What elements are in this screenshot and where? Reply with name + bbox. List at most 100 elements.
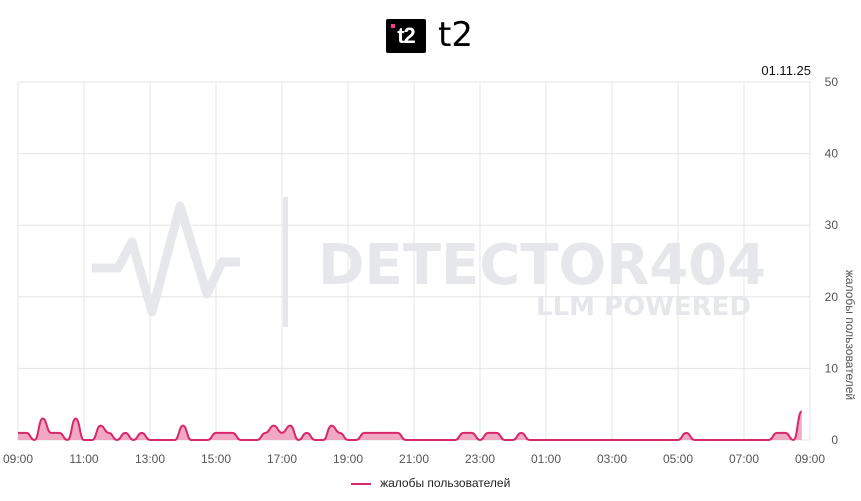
- data-point: [445, 438, 449, 442]
- x-tick-label: 07:00: [729, 452, 759, 466]
- watermark-subtitle: LLM POWERED: [536, 292, 751, 322]
- y-tick-label: 40: [825, 147, 839, 161]
- data-point: [734, 438, 738, 442]
- data-point: [313, 438, 317, 442]
- data-point: [247, 438, 251, 442]
- data-point: [783, 431, 787, 435]
- data-point: [775, 431, 779, 435]
- data-point: [107, 431, 111, 435]
- series-line: [18, 410, 803, 442]
- logo-mark: t2: [397, 23, 416, 48]
- data-point: [635, 438, 639, 442]
- watermark-title: DETECTOR404: [318, 233, 766, 298]
- data-point: [800, 409, 804, 413]
- data-point: [123, 431, 127, 435]
- x-tick-label: 09:00: [3, 452, 33, 466]
- data-point: [750, 438, 754, 442]
- watermark-divider: [283, 197, 288, 327]
- y-tick-label: 30: [825, 218, 839, 232]
- data-point: [437, 438, 441, 442]
- y-tick-label: 0: [831, 433, 838, 447]
- data-point: [742, 438, 746, 442]
- data-point: [693, 438, 697, 442]
- y-tick-label: 10: [825, 361, 839, 375]
- data-point: [74, 417, 78, 421]
- data-point: [156, 438, 160, 442]
- data-point: [511, 438, 515, 442]
- data-point: [429, 438, 433, 442]
- chart-date: 01.11.25: [761, 63, 811, 78]
- data-point: [660, 438, 664, 442]
- legend-swatch: [350, 482, 371, 485]
- data-point: [214, 431, 218, 435]
- data-point: [602, 438, 606, 442]
- y-tick-label: 20: [825, 290, 839, 304]
- data-point: [115, 438, 119, 442]
- x-tick-label: 11:00: [69, 452, 98, 466]
- data-point: [33, 438, 37, 442]
- data-point: [478, 438, 482, 442]
- x-tick-label: 09:00: [795, 452, 825, 466]
- data-point: [231, 431, 235, 435]
- data-point: [280, 431, 284, 435]
- data-point: [321, 438, 325, 442]
- data-point: [396, 431, 400, 435]
- data-point: [338, 431, 342, 435]
- data-point: [668, 438, 672, 442]
- data-point: [132, 438, 136, 442]
- data-point: [354, 438, 358, 442]
- data-point: [470, 431, 474, 435]
- data-point: [544, 438, 548, 442]
- data-point: [24, 431, 28, 435]
- data-point: [82, 438, 86, 442]
- data-point: [288, 424, 292, 428]
- data-point: [387, 431, 391, 435]
- data-point: [165, 438, 169, 442]
- data-point: [264, 431, 268, 435]
- data-point: [519, 431, 523, 435]
- x-tick-label: 17:00: [267, 452, 297, 466]
- data-point: [726, 438, 730, 442]
- series-area: [18, 411, 802, 440]
- data-point: [453, 438, 457, 442]
- detector404-watermark: DETECTOR404 LLM POWERED: [92, 197, 766, 327]
- data-point: [330, 424, 334, 428]
- header: t2 t2 01.11.25: [0, 0, 861, 78]
- x-tick-label: 13:00: [135, 452, 165, 466]
- data-point: [371, 431, 375, 435]
- data-point: [206, 438, 210, 442]
- data-point: [528, 438, 532, 442]
- x-tick-label: 21:00: [399, 452, 429, 466]
- y-tick-labels: 0 10 20 30 40 50: [825, 75, 839, 447]
- data-point: [486, 431, 490, 435]
- complaints-chart: DETECTOR404 LLM POWERED 09:00 11:00 13:00 1…: [3, 75, 857, 466]
- data-point: [255, 438, 259, 442]
- x-tick-label: 23:00: [465, 452, 495, 466]
- data-point: [57, 431, 61, 435]
- x-tick-labels: 09:00 11:00 13:00 15:00 17:00 19:00 21:00 23:00…: [3, 452, 825, 466]
- data-point: [684, 431, 688, 435]
- data-point: [462, 431, 466, 435]
- data-point: [594, 438, 598, 442]
- data-point: [66, 438, 70, 442]
- legend[interactable]: жалобы пользователей: [0, 476, 861, 490]
- x-tick-label: 01:00: [531, 452, 561, 466]
- data-point: [222, 431, 226, 435]
- data-point: [41, 417, 45, 421]
- grid: [17, 81, 811, 441]
- data-point: [181, 424, 185, 428]
- data-point: [676, 438, 680, 442]
- data-point: [792, 438, 796, 442]
- data-point: [759, 438, 763, 442]
- data-point: [709, 438, 713, 442]
- x-tick-label: 03:00: [597, 452, 627, 466]
- data-point: [569, 438, 573, 442]
- data-point: [346, 438, 350, 442]
- data-point: [379, 431, 383, 435]
- data-point: [49, 431, 53, 435]
- data-point: [717, 438, 721, 442]
- y-tick-label: 50: [825, 75, 839, 89]
- data-point: [552, 438, 556, 442]
- data-point: [767, 438, 771, 442]
- data-point: [148, 438, 152, 442]
